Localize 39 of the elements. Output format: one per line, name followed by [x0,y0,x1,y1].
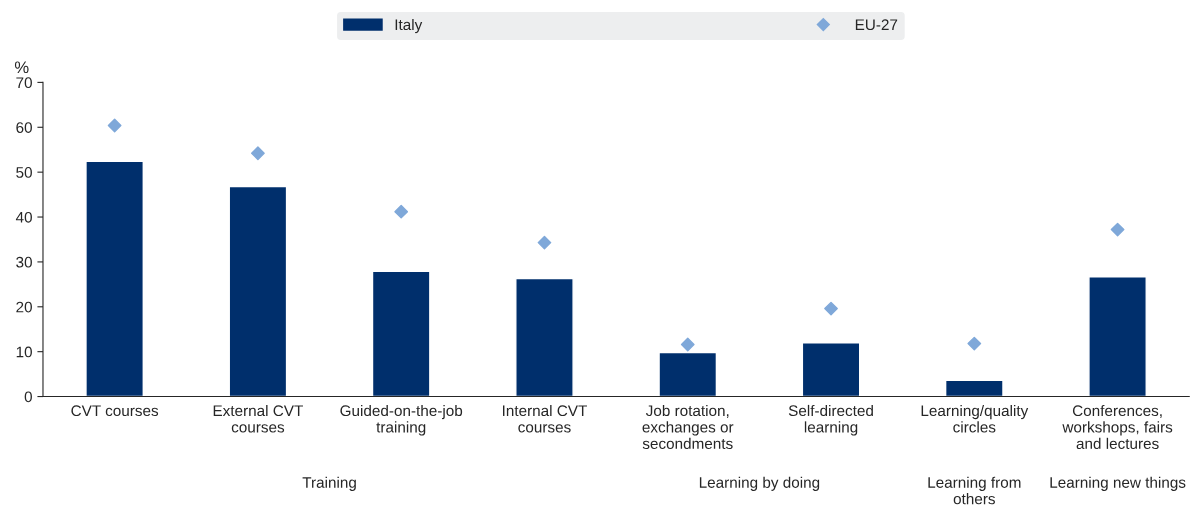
x-tick-label: Job rotation, exchanges or secondments [642,404,734,450]
text: Learning from others [928,476,1021,505]
bar [371,270,431,397]
y-tick-label: 0 [24,391,32,403]
text: Training [302,476,356,491]
bar [228,185,288,397]
point [537,235,552,250]
legend-label: EU-27 [855,19,898,31]
text: Learning by doing [699,476,820,491]
y-axis-title: % [14,61,29,74]
point [394,204,409,219]
point [967,336,982,351]
y-tick-label: 10 [16,346,32,358]
point [250,146,265,161]
bar [1088,276,1147,397]
x-tick-label: Learning/quality circles [921,404,1029,433]
x-tick-label: Guided-on-the-job training [340,404,463,436]
y-tick-label: 50 [16,167,32,178]
x-tick-label: Internal CVT courses [503,404,587,433]
legend-label: Italy [395,18,423,34]
point [1110,222,1125,237]
y-tick-label: 70 [16,77,32,89]
x-tick-label: External CVT courses [213,404,303,433]
point [824,301,838,316]
y-tick-label: 20 [16,301,32,313]
bar [944,379,1004,397]
x-tick-label: Self-directed learning [788,404,873,436]
x-tick-label: Conferences, workshops, fairs and lectures [1062,404,1173,450]
point [680,337,695,352]
y-tick-label: 30 [16,256,32,268]
bar [658,351,718,397]
point [107,118,122,133]
y-tick-label: 60 [16,122,32,133]
text: Learning new things [1050,476,1186,491]
x-tick-label: CVT courses [71,405,159,417]
bar [85,160,144,397]
bar [515,277,574,397]
y-tick-label: 40 [15,211,32,223]
bar [801,342,861,397]
